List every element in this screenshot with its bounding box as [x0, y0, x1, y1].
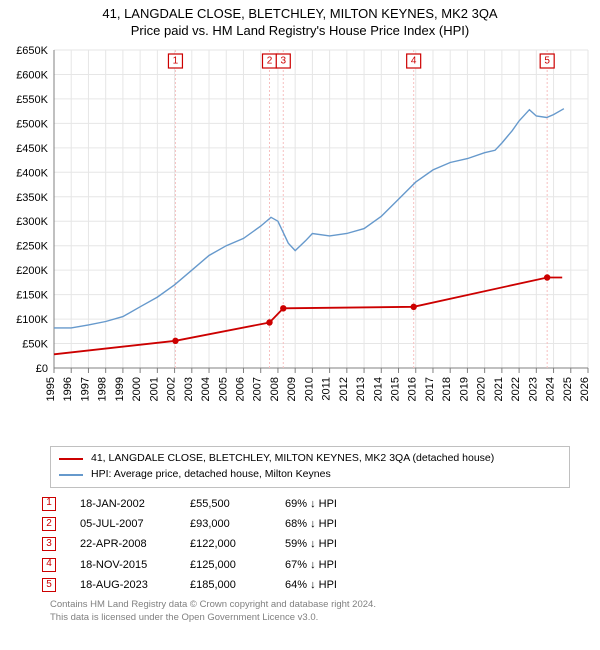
legend-swatch-red — [59, 458, 83, 460]
svg-text:£300K: £300K — [16, 216, 48, 228]
sale-hpi: 68% ↓ HPI — [285, 514, 337, 534]
svg-text:2001: 2001 — [148, 377, 160, 401]
sale-date: 05-JUL-2007 — [80, 514, 190, 534]
svg-text:2003: 2003 — [183, 377, 195, 401]
sale-price: £185,000 — [190, 575, 285, 595]
svg-text:2021: 2021 — [493, 377, 505, 401]
svg-text:£0: £0 — [36, 363, 48, 375]
svg-text:2010: 2010 — [303, 377, 315, 401]
svg-text:2022: 2022 — [510, 377, 522, 401]
svg-text:1995: 1995 — [45, 377, 57, 401]
sale-date: 18-NOV-2015 — [80, 555, 190, 575]
svg-text:2007: 2007 — [252, 377, 264, 401]
sale-price: £55,500 — [190, 494, 285, 514]
svg-text:2026: 2026 — [579, 377, 591, 401]
sales-table: 1 18-JAN-2002£55,50069% ↓ HPI 2 05-JUL-2007… — [42, 494, 570, 596]
svg-text:£600K: £600K — [16, 69, 48, 81]
sale-date: 18-JAN-2002 — [80, 494, 190, 514]
sale-price: £122,000 — [190, 534, 285, 554]
chart-svg: £0 £50K £100K £150K £200K £250K £300K £350K £400… — [0, 40, 600, 440]
sale-date: 18-AUG-2023 — [80, 575, 190, 595]
svg-text:2020: 2020 — [476, 377, 488, 401]
sale-marker: 4 — [42, 558, 56, 572]
svg-text:£150K: £150K — [16, 290, 48, 302]
svg-text:2002: 2002 — [166, 377, 178, 401]
sale-marker: 1 — [42, 497, 56, 511]
svg-text:£500K: £500K — [16, 118, 48, 130]
sale-hpi: 69% ↓ HPI — [285, 494, 337, 514]
svg-text:£250K: £250K — [16, 241, 48, 253]
legend-label: 41, LANGDALE CLOSE, BLETCHLEY, MILTON KE… — [91, 451, 494, 467]
legend: 41, LANGDALE CLOSE, BLETCHLEY, MILTON KE… — [50, 446, 570, 488]
legend-item: 41, LANGDALE CLOSE, BLETCHLEY, MILTON KE… — [59, 451, 561, 467]
sale-row: 4 18-NOV-2015£125,00067% ↓ HPI — [42, 555, 570, 575]
svg-text:2009: 2009 — [286, 377, 298, 401]
sale-hpi: 64% ↓ HPI — [285, 575, 337, 595]
svg-text:1998: 1998 — [97, 377, 109, 401]
chart-titles: 41, LANGDALE CLOSE, BLETCHLEY, MILTON KE… — [0, 0, 600, 40]
legend-swatch-blue — [59, 474, 83, 476]
svg-text:1999: 1999 — [114, 377, 126, 401]
svg-text:2024: 2024 — [545, 377, 557, 401]
svg-text:2004: 2004 — [200, 377, 212, 401]
svg-text:2017: 2017 — [424, 377, 436, 401]
svg-text:4: 4 — [411, 56, 417, 67]
svg-text:1996: 1996 — [62, 377, 74, 401]
svg-text:2015: 2015 — [390, 377, 402, 401]
sale-hpi: 67% ↓ HPI — [285, 555, 337, 575]
sale-row: 2 05-JUL-2007£93,00068% ↓ HPI — [42, 514, 570, 534]
svg-text:£550K: £550K — [16, 94, 48, 106]
svg-text:2006: 2006 — [234, 377, 246, 401]
chart-area: £0 £50K £100K £150K £200K £250K £300K £350K £400… — [0, 40, 600, 440]
svg-text:2000: 2000 — [131, 377, 143, 401]
legend-label: HPI: Average price, detached house, Milt… — [91, 467, 331, 483]
svg-text:2: 2 — [267, 56, 273, 67]
footer-line: Contains HM Land Registry data © Crown c… — [50, 599, 570, 612]
sale-date: 22-APR-2008 — [80, 534, 190, 554]
sale-row: 3 22-APR-2008£122,00059% ↓ HPI — [42, 534, 570, 554]
svg-text:3: 3 — [280, 56, 286, 67]
svg-text:5: 5 — [544, 56, 550, 67]
sale-row: 5 18-AUG-2023£185,00064% ↓ HPI — [42, 575, 570, 595]
svg-text:1: 1 — [173, 56, 179, 67]
title-sub: Price paid vs. HM Land Registry's House … — [10, 23, 590, 38]
title-main: 41, LANGDALE CLOSE, BLETCHLEY, MILTON KE… — [10, 6, 590, 21]
svg-text:£200K: £200K — [16, 265, 48, 277]
svg-text:£650K: £650K — [16, 45, 48, 57]
svg-text:2025: 2025 — [562, 377, 574, 401]
sale-hpi: 59% ↓ HPI — [285, 534, 337, 554]
svg-text:2023: 2023 — [527, 377, 539, 401]
svg-text:2011: 2011 — [321, 377, 333, 401]
svg-text:2013: 2013 — [355, 377, 367, 401]
svg-text:1997: 1997 — [79, 377, 91, 401]
svg-text:£400K: £400K — [16, 167, 48, 179]
sale-marker: 3 — [42, 537, 56, 551]
svg-text:2018: 2018 — [441, 377, 453, 401]
svg-text:£100K: £100K — [16, 314, 48, 326]
svg-text:£350K: £350K — [16, 192, 48, 204]
svg-text:2016: 2016 — [407, 377, 419, 401]
sale-marker: 2 — [42, 517, 56, 531]
sale-row: 1 18-JAN-2002£55,50069% ↓ HPI — [42, 494, 570, 514]
svg-text:2005: 2005 — [217, 377, 229, 401]
footer-line: This data is licensed under the Open Gov… — [50, 612, 570, 625]
svg-text:2014: 2014 — [372, 377, 384, 401]
sale-marker: 5 — [42, 578, 56, 592]
svg-text:2008: 2008 — [269, 377, 281, 401]
sale-price: £125,000 — [190, 555, 285, 575]
svg-text:£50K: £50K — [22, 339, 48, 351]
svg-text:2019: 2019 — [458, 377, 470, 401]
footer: Contains HM Land Registry data © Crown c… — [50, 599, 570, 625]
svg-text:2012: 2012 — [338, 377, 350, 401]
sale-price: £93,000 — [190, 514, 285, 534]
legend-item: HPI: Average price, detached house, Milt… — [59, 467, 561, 483]
svg-text:£450K: £450K — [16, 143, 48, 155]
